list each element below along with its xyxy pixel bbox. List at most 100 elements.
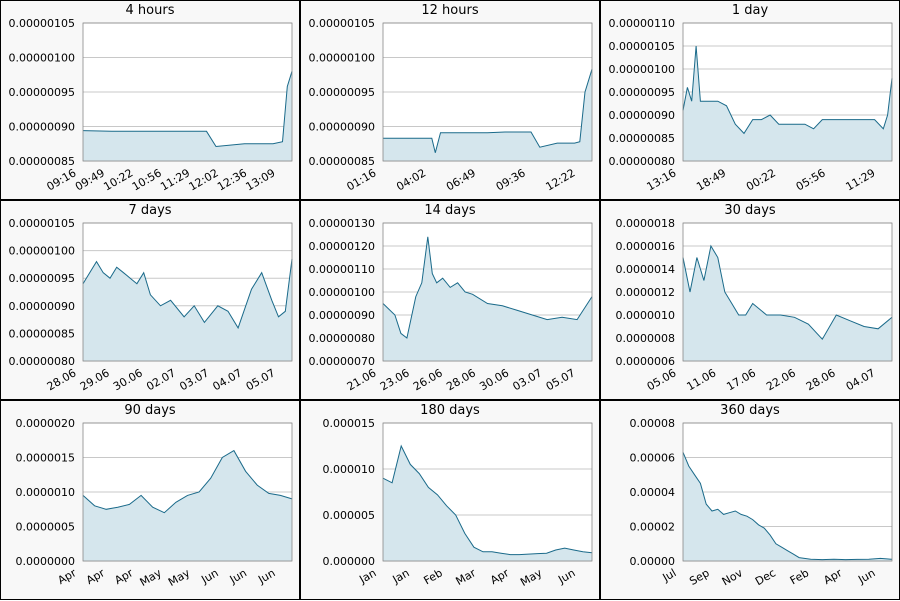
chart-svg: 0.00000130 0.00000120 0.00000110 0.00000100…: [309, 217, 593, 393]
x-tick-label: Mar: [454, 566, 479, 588]
x-tick-label: 26.06: [411, 366, 445, 393]
x-tick-label: Jun: [227, 566, 249, 586]
x-tick-label: 12:02: [187, 166, 221, 193]
plot-border: [82, 222, 293, 362]
series-line: [82, 258, 293, 330]
plot-border: [82, 22, 293, 162]
series-area: [383, 446, 592, 561]
x-tick-label: 21.06: [345, 366, 379, 393]
x-tick-label: 28.06: [804, 366, 838, 393]
y-tick-label: 0.00000095: [9, 86, 75, 99]
y-tick-label: 0.0000006: [616, 355, 676, 368]
y-tick-label: 0.00000080: [9, 355, 75, 368]
y-tick-label: 0.00000105: [9, 17, 75, 30]
x-tick-label: 28.06: [45, 366, 79, 393]
y-tick-label: 0.00000090: [609, 109, 675, 122]
series-area: [83, 450, 292, 561]
y-tick-label: 0.0000015: [16, 452, 76, 465]
x-tick-label: 00:22: [744, 166, 778, 193]
x-tick-label: 30.06: [111, 366, 145, 393]
y-tick-label: 0.00002: [630, 521, 676, 534]
y-tick-label: 0.0000008: [616, 332, 676, 345]
chart-title: 360 days: [720, 403, 780, 418]
series-line: [682, 452, 893, 561]
plot-border: [382, 22, 593, 162]
y-tick-label: 0.0000020: [16, 417, 76, 430]
plot-border: [682, 422, 893, 562]
y-tick-label: 0.00000105: [309, 17, 375, 30]
chart-panel: 14 days 0.00000130 0.00000120 0.00000110 0.0…: [300, 200, 600, 400]
chart-svg: 0.00000105 0.00000100 0.00000095 0.00000090…: [9, 217, 293, 393]
series-area: [683, 46, 892, 161]
chart-panel: 90 days 0.0000020 0.0000015 0.0000010 0.0000…: [0, 400, 300, 600]
x-tick-label: 04.07: [211, 366, 245, 393]
x-tick-label: 09:49: [73, 166, 107, 193]
series-line: [682, 45, 893, 135]
x-tick-label: Nov: [720, 566, 746, 588]
x-tick-label: 04.07: [844, 366, 878, 393]
chart-title: 7 days: [128, 203, 172, 218]
y-tick-label: 0.00000100: [309, 52, 375, 65]
x-tick-label: 05.06: [645, 366, 679, 393]
y-tick-label: 0.0000005: [16, 521, 76, 534]
chart-title: 1 day: [731, 3, 769, 18]
plot-border: [682, 22, 893, 162]
series-area: [683, 452, 892, 561]
x-tick-label: May: [138, 566, 165, 589]
x-tick-label: Jun: [855, 566, 877, 586]
y-tick-label: 0.00000070: [309, 355, 375, 368]
chart-panel: 180 days 0.000015 0.000010 0.000005 0.000000…: [300, 400, 600, 600]
plot-border: [682, 222, 893, 362]
series-line: [383, 69, 593, 153]
x-tick-label: 11:29: [844, 166, 878, 193]
x-tick-label: 22.06: [764, 366, 798, 393]
plot-border: [382, 222, 593, 362]
x-tick-label: Apr: [84, 566, 107, 587]
x-tick-label: 28.06: [444, 366, 478, 393]
y-tick-label: 0.0000000: [16, 555, 76, 568]
chart-svg: 0.00000105 0.00000100 0.00000095 0.00000090…: [309, 17, 593, 193]
chart-panel: 30 days 0.0000018 0.0000016 0.0000014 0.0000…: [600, 200, 900, 400]
x-tick-label: 13:16: [645, 166, 679, 193]
y-tick-label: 0.00000110: [609, 17, 675, 30]
y-tick-label: 0.00000085: [9, 155, 75, 168]
y-tick-label: 0.00000100: [309, 286, 375, 299]
chart-title: 14 days: [424, 203, 476, 218]
chart-title: 180 days: [420, 403, 480, 418]
series-area: [83, 258, 292, 361]
x-tick-label: May: [166, 566, 193, 589]
y-tick-label: 0.0000012: [616, 286, 676, 299]
chart-panel: 1 day 0.00000110 0.00000105 0.00000100 0.000…: [600, 0, 900, 200]
chart-panel: 7 days 0.00000105 0.00000100 0.00000095 0.00…: [0, 200, 300, 400]
x-tick-label: 02.07: [144, 366, 178, 393]
y-tick-label: 0.00000100: [609, 63, 675, 76]
y-tick-label: 0.00000105: [609, 40, 675, 53]
plot-border: [382, 422, 593, 562]
y-tick-label: 0.00000090: [9, 121, 75, 134]
series-area: [683, 246, 892, 361]
series-area: [83, 71, 292, 161]
x-tick-label: Jun: [198, 566, 220, 586]
y-tick-label: 0.00000120: [309, 240, 375, 253]
series-line: [382, 444, 593, 556]
y-tick-label: 0.00000085: [609, 132, 675, 145]
y-tick-label: 0.000010: [323, 463, 376, 476]
y-tick-label: 0.00000095: [9, 272, 75, 285]
chart-svg: 0.00000110 0.00000105 0.00000100 0.00000095…: [609, 17, 893, 193]
y-tick-label: 0.0000016: [616, 240, 676, 253]
x-tick-label: 18:49: [694, 166, 728, 193]
x-tick-label: Apr: [56, 566, 79, 587]
y-tick-label: 0.00000090: [309, 121, 375, 134]
x-tick-label: Jan: [390, 566, 412, 586]
series-area: [383, 236, 592, 361]
x-tick-label: Apr: [821, 566, 844, 587]
series-line: [82, 71, 293, 148]
chart-panel: 360 days 0.00008 0.00006 0.00004 0.00002 0.00…: [600, 400, 900, 600]
y-tick-label: 0.00000085: [9, 327, 75, 340]
y-tick-label: 0.00000105: [9, 217, 75, 230]
x-tick-label: 05.07: [544, 366, 578, 393]
x-tick-label: 06:49: [444, 166, 478, 193]
x-tick-label: Sep: [687, 566, 711, 588]
